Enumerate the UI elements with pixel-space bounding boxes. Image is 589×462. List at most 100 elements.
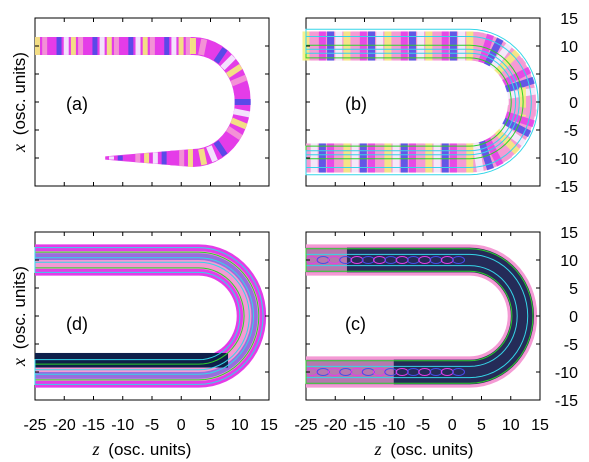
band-stripe xyxy=(433,143,441,173)
band-stripe xyxy=(117,155,123,161)
y-tick-label: -10 xyxy=(555,151,578,168)
band-stripe xyxy=(458,31,466,61)
band-stripe xyxy=(400,143,408,173)
band-stripe xyxy=(187,149,193,167)
x-tick-label: -25 xyxy=(294,417,317,434)
y-tick-label: -15 xyxy=(555,179,578,196)
band-stripe xyxy=(351,31,359,61)
y-axis-label-bottom: x (osc. units) xyxy=(9,266,29,367)
band-stripe xyxy=(234,99,251,105)
vortex-contour xyxy=(452,256,466,264)
x-tick-label: 0 xyxy=(448,417,457,434)
panel-b: (b) xyxy=(302,17,541,187)
band-stripe xyxy=(384,31,392,61)
band-stripe xyxy=(449,143,457,173)
band-stripe xyxy=(310,143,318,173)
x-tick-label: -5 xyxy=(145,417,159,434)
vortex-contour xyxy=(361,368,375,376)
band-stripe xyxy=(149,37,155,55)
x-tick-label: 10 xyxy=(231,417,249,434)
vortex-contour xyxy=(350,256,364,264)
x-tick-label: 15 xyxy=(531,417,549,434)
vortex-contour xyxy=(350,368,364,376)
band-stripe xyxy=(417,31,425,61)
band-stripe xyxy=(178,37,184,55)
axes: 15 10 5 0 -5 -10 -15 15 10 5 0 -5 -10 -15 -25 -20 -15 -10… xyxy=(23,11,578,434)
band-stripe xyxy=(206,145,218,163)
contour-line xyxy=(305,36,532,168)
band-stripe xyxy=(144,153,150,163)
y-var-top: x xyxy=(9,144,29,153)
band-stripe xyxy=(441,31,449,61)
x-units-left: (osc. units) xyxy=(108,440,191,459)
y-var-bottom: x xyxy=(9,358,29,367)
band-stripe xyxy=(376,31,384,61)
vortex-contour xyxy=(429,256,443,264)
band-stripe xyxy=(106,37,112,55)
y-units-top: (osc. units) xyxy=(10,52,29,135)
vortex-contour xyxy=(327,256,341,264)
vortex-contour xyxy=(373,368,387,376)
vortex-contour xyxy=(339,256,353,264)
band-stripe xyxy=(121,37,127,55)
y-tick-label: 5 xyxy=(569,67,578,84)
band-stripe xyxy=(49,37,55,55)
x-tick-label: -20 xyxy=(53,417,76,434)
band-stripe xyxy=(135,153,141,163)
band-stripe xyxy=(368,31,376,61)
contour-line xyxy=(34,247,264,385)
band-stripe xyxy=(164,37,170,55)
band-stripe xyxy=(233,86,251,96)
y-tick-label: 15 xyxy=(560,11,578,28)
band-stripe xyxy=(108,156,114,160)
band-stripe xyxy=(92,37,98,55)
band-stripe xyxy=(189,38,196,54)
band-stripe xyxy=(225,63,243,78)
vortex-contour xyxy=(440,368,454,376)
band-stripe xyxy=(506,105,537,117)
band-stripe xyxy=(400,31,408,61)
y-tick-label: -5 xyxy=(564,123,578,140)
vortex-contour xyxy=(384,368,398,376)
x-tick-label: 5 xyxy=(477,417,486,434)
y-tick-label: -5 xyxy=(564,337,578,354)
light-region xyxy=(306,357,394,387)
y-tick-label: 15 xyxy=(560,225,578,242)
vortex-contour xyxy=(384,256,398,264)
y-tick-label: 10 xyxy=(560,253,578,270)
contour-line xyxy=(305,28,539,176)
vortex-contour xyxy=(327,368,341,376)
vortex-contour xyxy=(406,256,420,264)
x-tick-label: -25 xyxy=(23,417,46,434)
panel-d-field xyxy=(34,244,267,388)
x-tick-label: 0 xyxy=(177,417,186,434)
vortex-contour xyxy=(373,256,387,264)
band-stripe xyxy=(198,148,208,166)
band-stripe xyxy=(42,37,48,55)
band-stripe xyxy=(213,140,228,157)
band-stripe xyxy=(359,31,367,61)
band-stripe xyxy=(483,137,504,167)
band-inner xyxy=(35,251,260,381)
band-stripe xyxy=(70,37,76,55)
band-stripe xyxy=(161,151,167,165)
band-stripe xyxy=(343,31,351,61)
x-axis-label-right: z (osc. units) xyxy=(374,439,474,459)
band-stripe xyxy=(433,31,441,61)
dark-region xyxy=(35,352,229,368)
band-stripe xyxy=(368,143,376,173)
y-tick-label: -10 xyxy=(555,365,578,382)
panel-d-label: (d) xyxy=(66,314,88,334)
vortex-contour xyxy=(440,256,454,264)
band-stripe xyxy=(466,143,474,173)
band-stripe xyxy=(171,37,177,55)
band-stripe xyxy=(466,31,474,61)
band-stripe xyxy=(230,117,248,130)
band-stripe xyxy=(113,37,119,55)
band-stripe xyxy=(327,143,335,173)
x-tick-label: -20 xyxy=(324,417,347,434)
band-stripe xyxy=(310,31,318,61)
vortex-contour xyxy=(395,368,409,376)
band-stripe xyxy=(220,133,236,150)
